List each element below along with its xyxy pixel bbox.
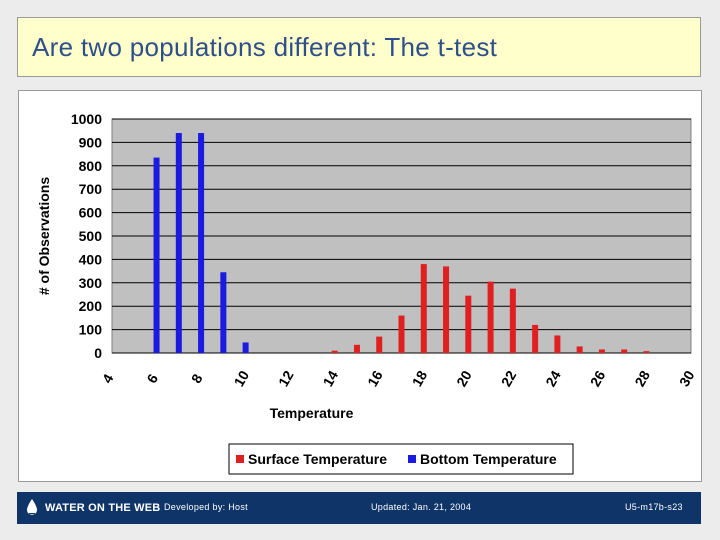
x-tick-label: 28 [631, 368, 653, 390]
surface-bar [643, 351, 650, 353]
y-axis-label: # of Observations [36, 177, 52, 295]
y-tick-label: 100 [79, 322, 103, 338]
surface-bar [331, 350, 338, 353]
title-box: Are two populations different: The t-tes… [17, 17, 701, 77]
chart-frame: 0 100 200 300 400 500 600 700 800 900 1000 4 6 8 10 12 1… [18, 90, 702, 482]
y-tick-label: 300 [79, 275, 103, 291]
y-tick-label: 800 [79, 158, 103, 174]
bottom-bar [153, 157, 160, 353]
footer-bar: WATER ON THE WEB Developed by: Host Upda… [17, 492, 701, 524]
surface-bar [420, 264, 427, 353]
surface-bar [554, 335, 561, 353]
surface-bar [376, 336, 383, 353]
logo-text: WATER ON THE WEB [45, 502, 161, 514]
x-tick-label: 6 [143, 371, 161, 386]
water-drop-icon [27, 499, 37, 515]
surface-bar [398, 315, 405, 353]
temperature-histogram: 0 100 200 300 400 500 600 700 800 900 1000 4 6 8 10 12 1… [36, 111, 698, 475]
x-tick-label: 16 [364, 368, 386, 390]
x-tick-label: 22 [498, 368, 520, 390]
legend-label-surface: Surface Temperature [248, 451, 387, 467]
bottom-bar [198, 133, 205, 353]
surface-bar [576, 346, 583, 353]
surface-bar [465, 295, 472, 353]
surface-bar [509, 288, 516, 353]
surface-bar [487, 281, 494, 353]
x-tick-label: 30 [676, 368, 698, 390]
y-tick-label: 700 [79, 181, 103, 197]
surface-bar [598, 349, 605, 353]
legend-box [228, 443, 574, 475]
y-tick-label: 1000 [71, 111, 102, 127]
slide-title: Are two populations different: The t-tes… [32, 32, 498, 62]
y-tick-label: 0 [94, 345, 102, 361]
x-tick-label: 10 [230, 368, 252, 390]
surface-bar [353, 344, 360, 353]
x-tick-label: 20 [453, 368, 475, 390]
y-tick-label: 400 [79, 251, 103, 267]
legend-label-bottom: Bottom Temperature [420, 451, 557, 467]
x-tick-label: 14 [320, 368, 342, 390]
x-tick-label: 8 [188, 371, 206, 386]
surface-bar [443, 266, 450, 353]
y-tick-label: 600 [79, 205, 103, 221]
bottom-bar [175, 133, 182, 353]
water-on-the-web-logo: WATER ON THE WEB [25, 498, 160, 518]
x-tick-label: 26 [587, 368, 609, 390]
legend-swatch-bottom [408, 455, 416, 463]
updated-text: Updated: Jan. 21, 2004 [371, 502, 472, 512]
developed-by-text: Developed by: Host [164, 502, 248, 512]
slide-id-text: U5-m17b-s23 [625, 502, 683, 512]
legend-swatch-surface [236, 455, 244, 463]
x-axis-label: Temperature [270, 405, 354, 421]
y-tick-label: 900 [79, 134, 103, 150]
surface-bar [532, 324, 539, 353]
x-tick-label: 12 [275, 368, 297, 390]
y-tick-label: 200 [79, 298, 103, 314]
x-tick-label: 18 [409, 368, 431, 390]
surface-bar [621, 349, 628, 353]
y-tick-label: 500 [79, 228, 103, 244]
x-tick-label: 4 [99, 371, 117, 386]
bottom-bar [220, 272, 227, 353]
bottom-bar [242, 342, 249, 353]
x-tick-label: 24 [542, 368, 564, 390]
